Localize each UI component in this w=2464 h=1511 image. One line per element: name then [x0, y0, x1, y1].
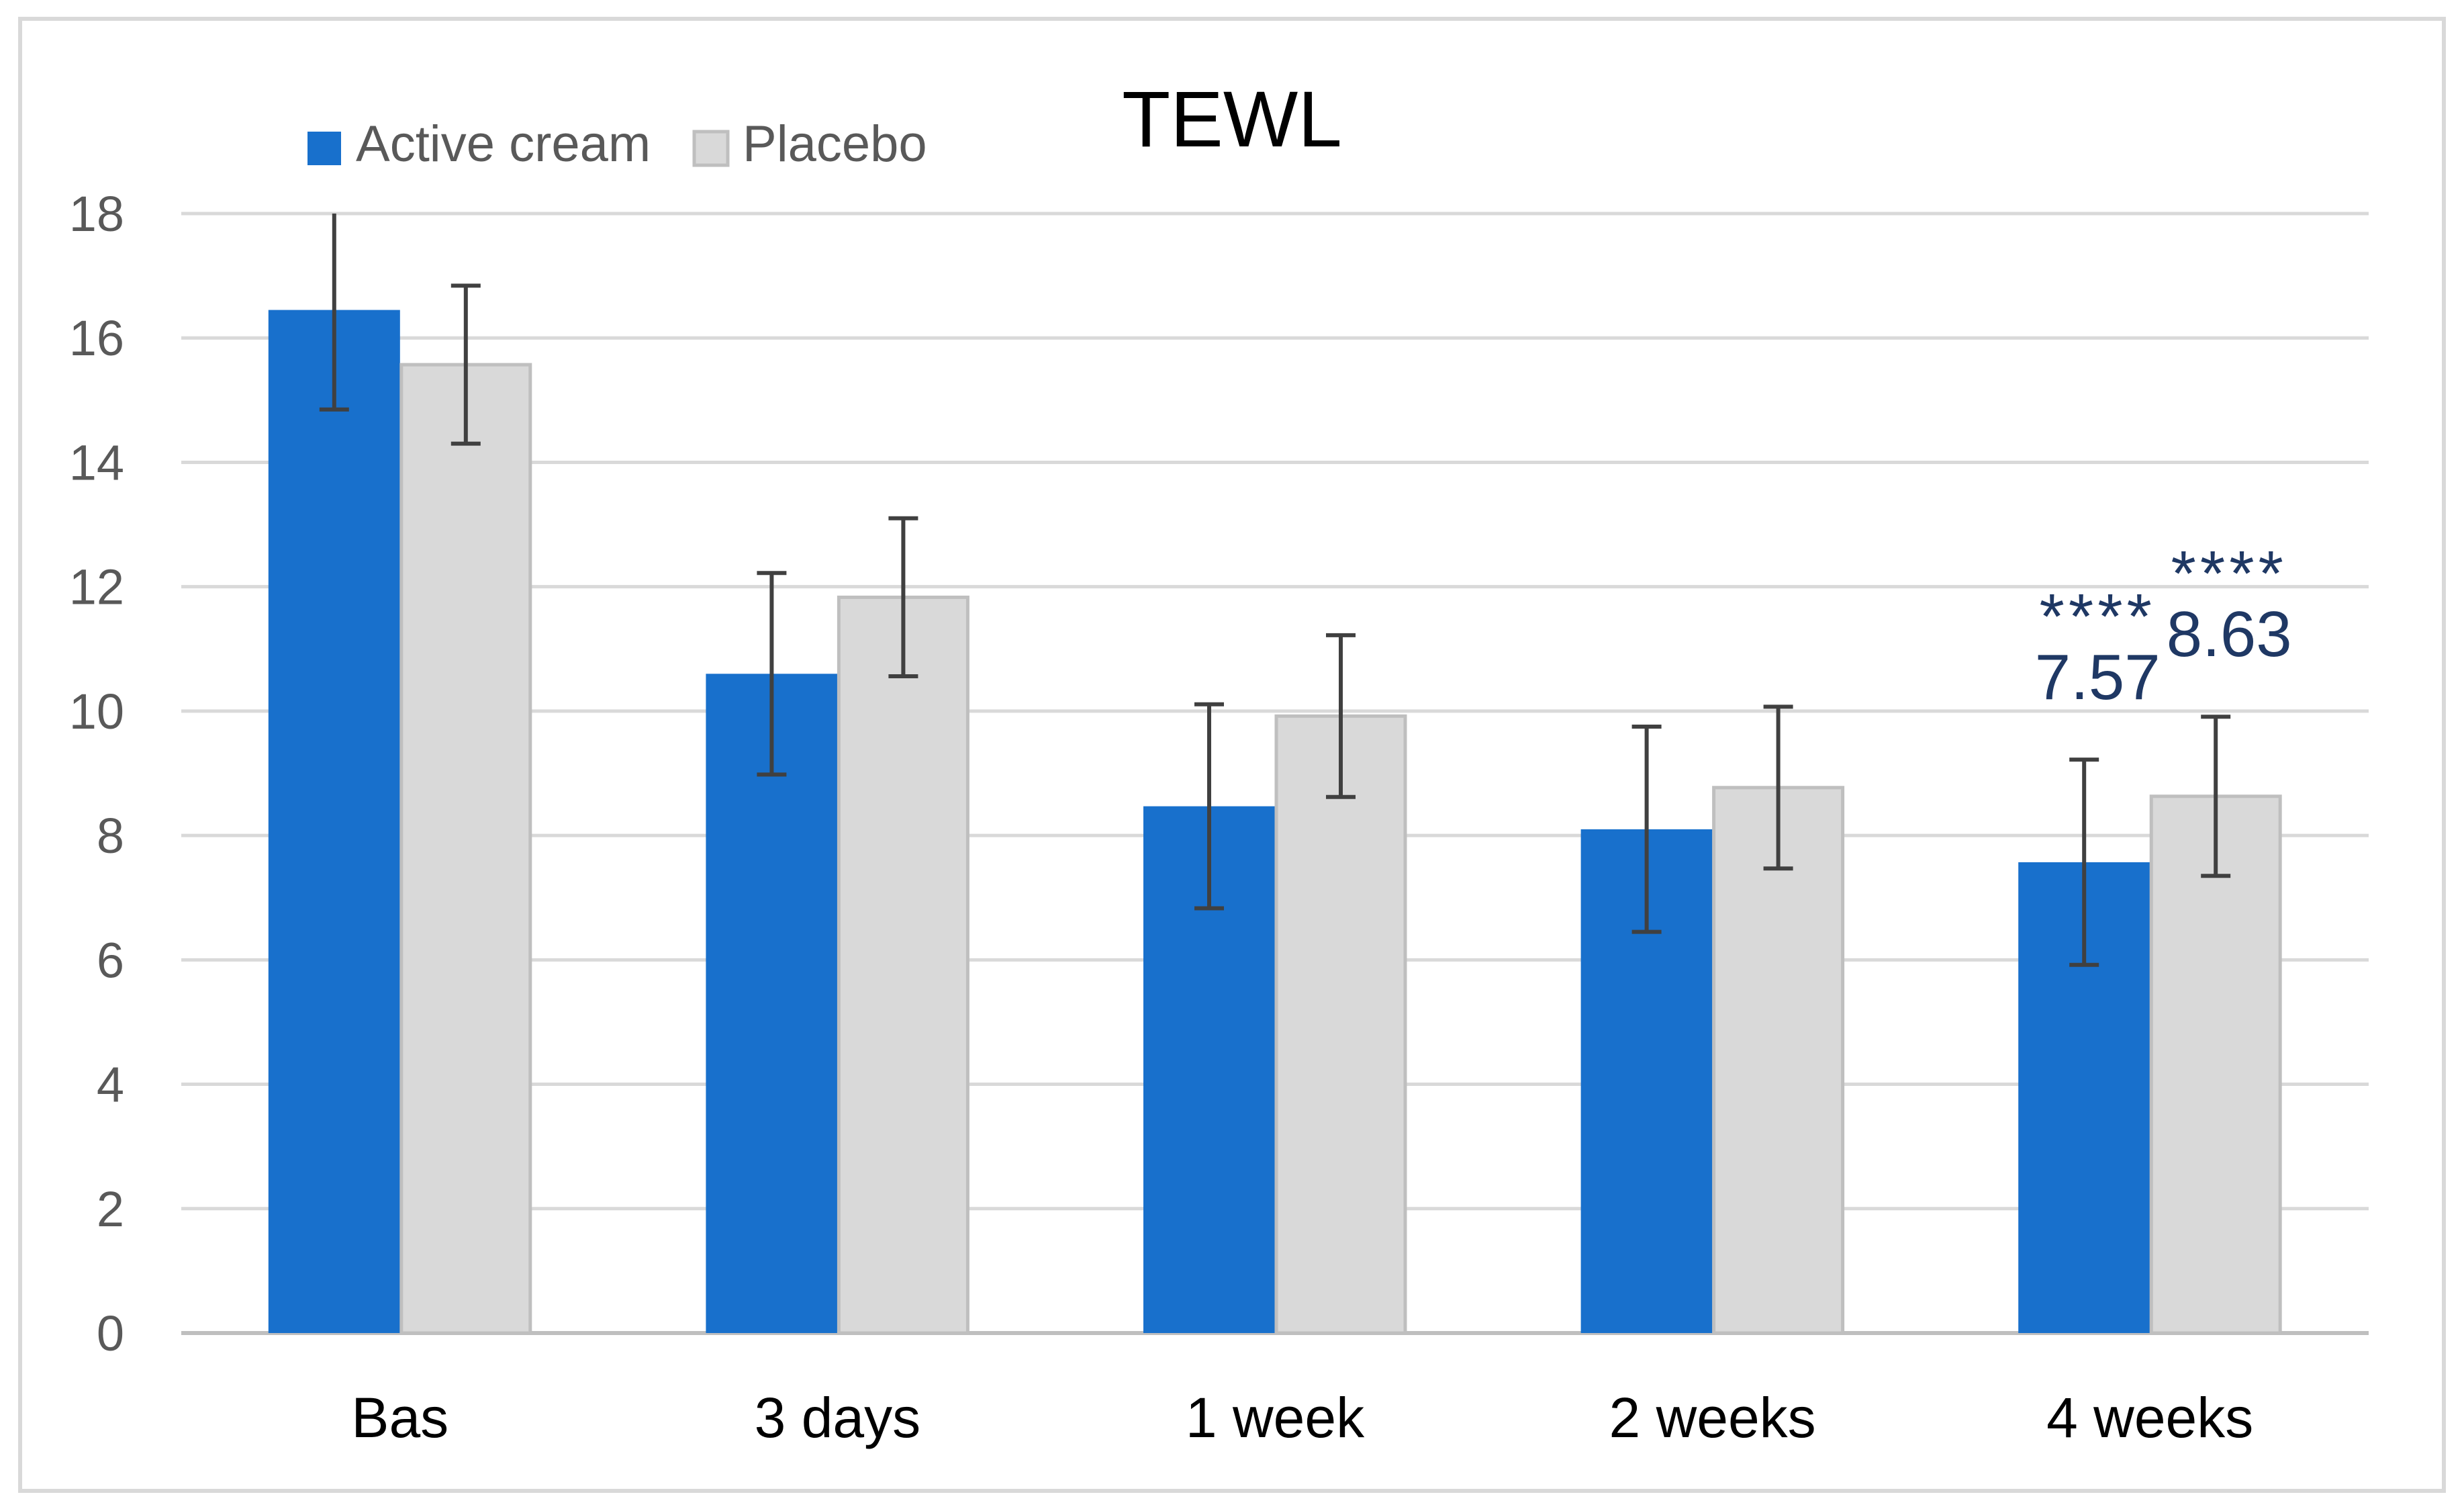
y-tick-label-12: 12	[69, 559, 124, 615]
significance-stars-active-cream-4-weeks: ****	[2039, 581, 2155, 653]
legend-swatch-active-cream	[307, 132, 341, 165]
x-tick-labels: Bas 3 days 1 week 2 weeks 4 weeks	[351, 1386, 2253, 1449]
x-tick-label-3-days: 3 days	[755, 1386, 921, 1449]
error-bar-active-cream-2-weeks	[1631, 725, 1662, 934]
error-bar-placebo-4-weeks	[2201, 715, 2231, 878]
y-tick-label-16: 16	[69, 310, 124, 366]
bar-placebo-4-weeks	[2149, 794, 2282, 1335]
x-tick-label-2-weeks: 2 weeks	[1609, 1386, 1816, 1449]
annotations: 7.57**** 8.63****	[2035, 538, 2292, 713]
chart-title: TEWL	[1122, 75, 1342, 164]
error-bar-placebo-1-week	[1326, 633, 1356, 799]
error-bars	[319, 214, 2231, 967]
error-bar-active-cream-4-weeks	[2069, 758, 2099, 967]
error-bar-placebo-3-days	[888, 516, 918, 679]
y-tick-label-14: 14	[69, 434, 124, 490]
error-bar-active-cream-bas	[319, 214, 349, 412]
error-bar-active-cream-1-week	[1194, 702, 1224, 911]
significance-stars-placebo-4-weeks: ****	[2171, 538, 2287, 610]
x-tick-label-1-week: 1 week	[1186, 1386, 1365, 1449]
y-tick-label-0: 0	[97, 1306, 124, 1361]
bar-placebo-2-weeks	[1712, 786, 1845, 1335]
error-bar-placebo-2-weeks	[1763, 704, 1793, 871]
y-tick-label-6: 6	[97, 932, 124, 988]
bar-active-cream-bas	[268, 310, 400, 1333]
value-label-active-cream-4-weeks: 7.57	[2035, 641, 2161, 713]
y-tick-label-18: 18	[69, 186, 124, 242]
bar-placebo-bas	[399, 363, 532, 1335]
y-tick-label-8: 8	[97, 808, 124, 864]
y-tick-label-4: 4	[97, 1057, 124, 1113]
legend-label-active-cream: Active cream	[356, 116, 651, 173]
value-label-placebo-4-weeks: 8.63	[2167, 598, 2292, 670]
bar-active-cream-3-days	[706, 674, 838, 1333]
error-bar-placebo-bas	[451, 283, 481, 446]
y-tick-labels: 0 2 4 6 8 10 12 14 16 18	[69, 186, 124, 1361]
error-bar-active-cream-3-days	[757, 571, 787, 777]
x-tick-label-4-weeks: 4 weeks	[2046, 1386, 2253, 1449]
legend: Active cream Placebo	[307, 116, 927, 173]
legend-label-placebo: Placebo	[743, 116, 927, 173]
y-tick-label-10: 10	[69, 684, 124, 739]
bar-placebo-3-days	[837, 595, 969, 1335]
bar-placebo-1-week	[1274, 714, 1407, 1335]
legend-swatch-placebo	[692, 130, 730, 167]
x-tick-label-bas: Bas	[351, 1386, 448, 1449]
y-tick-label-2: 2	[97, 1181, 124, 1237]
grid-layer	[181, 212, 2369, 1335]
